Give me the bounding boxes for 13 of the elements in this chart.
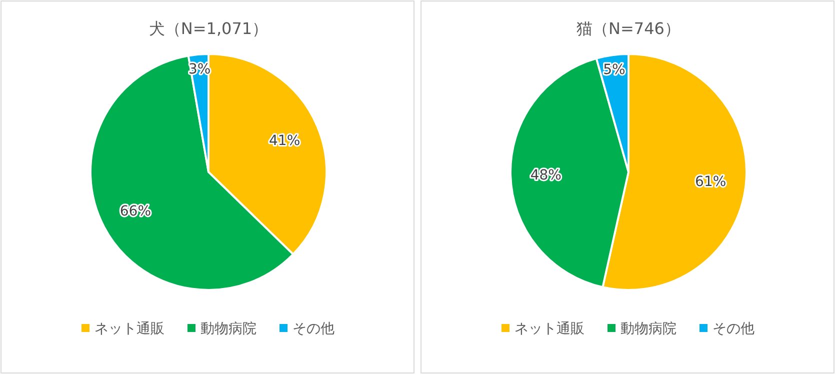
legend-label: ネット通販 [94,321,164,337]
legend-label: その他 [712,321,754,337]
chart-title: 猫（N=746） [576,19,680,38]
data-label: 66% [120,204,152,220]
legend-label: 動物病院 [200,321,256,337]
data-label: 41% [269,132,300,149]
data-label: 5% [603,62,626,78]
data-label: 61% [695,174,726,190]
legend-label: その他 [292,321,334,337]
chart-title: 犬（N=1,071） [148,19,268,38]
legend-label: ネット通販 [514,321,584,337]
data-label: 48% [530,167,562,184]
legend-label: 動物病院 [620,321,676,337]
